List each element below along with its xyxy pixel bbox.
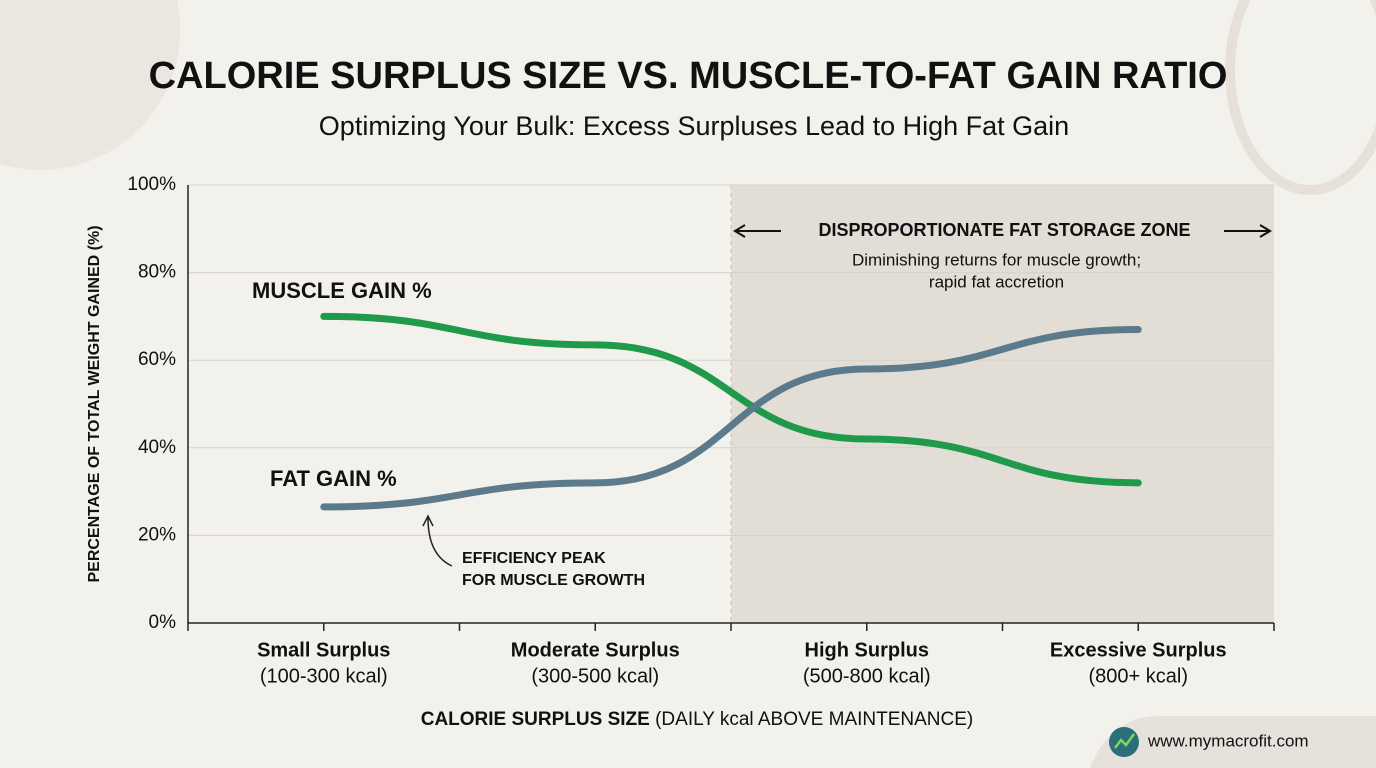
x-tick-label: Excessive Surplus: [1050, 639, 1227, 661]
x-tick-label: Moderate Surplus: [511, 639, 680, 661]
y-tick-label: 40%: [138, 437, 176, 458]
y-axis-label: PERCENTAGE OF TOTAL WEIGHT GAINED (%): [86, 225, 103, 582]
series-line: [320, 312, 1142, 487]
zone-note: Diminishing returns for muscle growth;: [852, 250, 1141, 269]
x-tick-label: High Surplus: [805, 639, 929, 661]
y-tick-label: 100%: [127, 174, 176, 195]
annotation: FOR MUSCLE GROWTH: [462, 572, 645, 589]
chart-title: CALORIE SURPLUS SIZE VS. MUSCLE-TO-FAT G…: [149, 55, 1228, 97]
chart-subtitle: Optimizing Your Bulk: Excess Surpluses L…: [319, 111, 1069, 141]
y-tick-label: 60%: [138, 349, 176, 370]
zone-note: rapid fat accretion: [929, 272, 1064, 291]
x-tick-detail: (800+ kcal): [1089, 665, 1189, 687]
y-tick-label: 0%: [149, 612, 177, 633]
y-tick-label: 80%: [138, 262, 176, 283]
x-axis-label: CALORIE SURPLUS SIZE (DAILY kcal ABOVE M…: [421, 709, 974, 730]
decor-ring: [1225, 0, 1376, 195]
zone-shade: [731, 185, 1274, 623]
x-tick-label: Small Surplus: [257, 639, 390, 661]
footer-badge: [1090, 716, 1376, 768]
zone-title: DISPROPORTIONATE FAT STORAGE ZONE: [818, 220, 1190, 240]
footer-url: www.mymacrofit.com: [1147, 731, 1309, 750]
x-tick-detail: (500-800 kcal): [803, 665, 931, 687]
decor-circle: [0, 0, 180, 170]
x-tick-detail: (300-500 kcal): [531, 665, 659, 687]
x-tick-detail: (100-300 kcal): [260, 665, 388, 687]
x-axis-label-detail: (DAILY kcal ABOVE MAINTENANCE): [655, 709, 973, 730]
series-label: MUSCLE GAIN %: [252, 278, 432, 303]
x-axis-label-main: CALORIE SURPLUS SIZE: [421, 709, 650, 730]
annotation-arrow: [422, 514, 453, 567]
series-line: [320, 326, 1142, 511]
zone-arrow: [733, 224, 1272, 238]
logo-mark: [1114, 733, 1136, 749]
annotation: EFFICIENCY PEAK: [462, 550, 606, 567]
y-tick-label: 20%: [138, 524, 176, 545]
series-label: FAT GAIN %: [270, 466, 397, 491]
